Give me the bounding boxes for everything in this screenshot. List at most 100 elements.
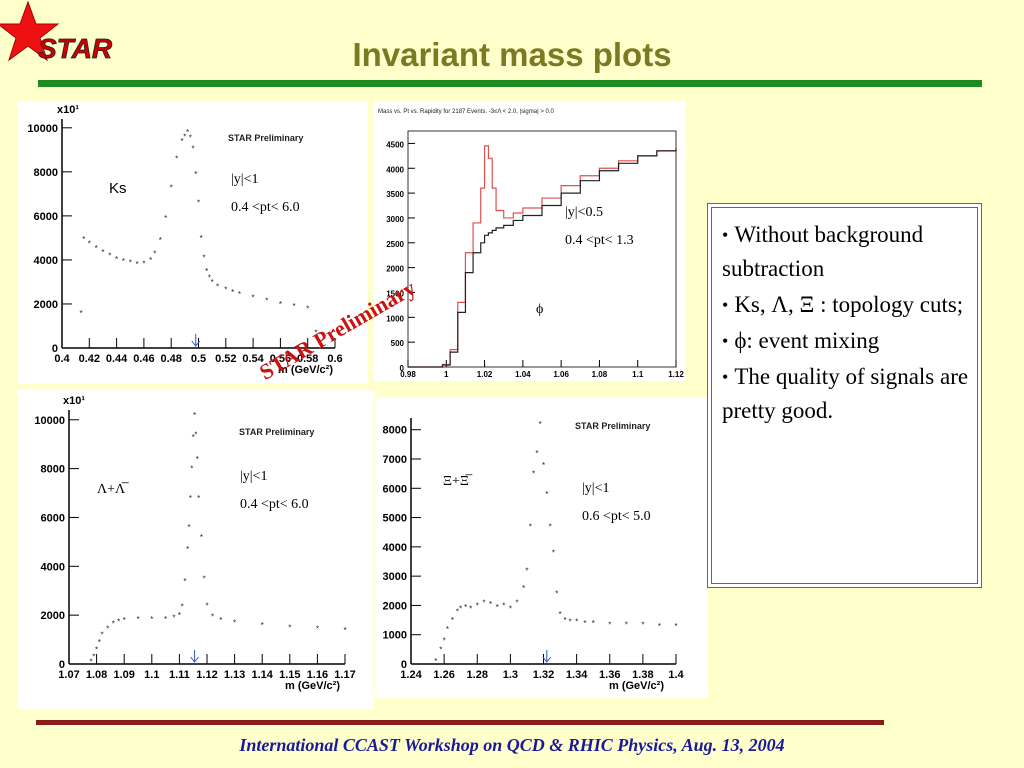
x-tick-label: 1.1 xyxy=(632,370,644,379)
cut-label: |y|<1 xyxy=(231,172,259,187)
data-point: * xyxy=(456,607,459,616)
y-tick-label: 8000 xyxy=(383,425,407,437)
data-point: * xyxy=(559,610,562,619)
data-point: * xyxy=(92,653,95,662)
data-point: * xyxy=(117,617,120,626)
y-tick-label: 7000 xyxy=(383,454,407,466)
x-tick-label: 1.15 xyxy=(279,669,300,681)
data-point: * xyxy=(542,461,545,470)
exponent-label: x10¹ xyxy=(57,104,79,116)
data-point: * xyxy=(150,615,153,624)
y-tick-label: 4000 xyxy=(383,542,407,554)
xi-panel: 0 1000 2000 3000 4000 5000 6000 7000 8000 1.24 1.2… xyxy=(375,398,708,698)
data-point: * xyxy=(343,626,346,635)
data-point: * xyxy=(194,430,197,439)
data-point: * xyxy=(170,183,173,192)
data-point: * xyxy=(674,622,677,631)
y-tick-label: 6000 xyxy=(41,512,65,524)
y-tick-label: 8000 xyxy=(41,464,65,476)
data-point: * xyxy=(123,616,126,625)
data-point: * xyxy=(190,465,193,474)
data-point: * xyxy=(186,128,189,137)
bullet-item: Without background subtraction xyxy=(722,218,969,286)
data-point: * xyxy=(231,288,234,297)
data-point: * xyxy=(306,304,309,313)
x-tick-label: 0.98 xyxy=(400,370,416,379)
data-point: * xyxy=(98,638,101,647)
y-tick-label: 6000 xyxy=(34,211,58,223)
x-tick-label: 1.32 xyxy=(533,669,554,681)
x-tick-label: 0.6 xyxy=(327,353,342,365)
data-point: * xyxy=(197,199,200,208)
data-point: * xyxy=(641,620,644,629)
mass-arrow-icon xyxy=(542,650,552,663)
lambda-chart: 0 2000 4000 6000 8000 10000 1.07 1.08 1.09 1.1 1.1… xyxy=(34,395,355,692)
data-point: * xyxy=(189,494,192,503)
bullet-item: Ks, Λ, Ξ : topology cuts; xyxy=(722,288,969,322)
data-point: * xyxy=(563,616,566,625)
data-point: * xyxy=(314,329,317,338)
x-tick-label: 0.56 xyxy=(270,353,291,365)
y-tick-label: 2500 xyxy=(386,240,404,249)
data-point: * xyxy=(549,522,552,531)
data-point: * xyxy=(80,309,83,318)
data-point: * xyxy=(101,248,104,257)
bullet-box-inner: Without background subtraction Ks, Λ, Ξ … xyxy=(711,207,978,584)
data-point: * xyxy=(552,549,555,558)
x-tick-label: 0.52 xyxy=(215,353,236,365)
x-tick-label: 1.36 xyxy=(599,669,620,681)
particle-label: ϕ xyxy=(536,302,543,317)
data-point: * xyxy=(451,616,454,625)
y-tick-label: 10000 xyxy=(34,415,65,427)
data-point: * xyxy=(224,286,227,295)
data-point: * xyxy=(136,615,139,624)
data-point: * xyxy=(568,618,571,627)
data-point: * xyxy=(288,623,291,632)
data-point: * xyxy=(115,255,118,264)
data-point: * xyxy=(211,612,214,621)
data-point: * xyxy=(469,604,472,613)
x-tick-label: 0.5 xyxy=(191,353,206,365)
data-point: * xyxy=(219,616,222,625)
cut-label: 0.4 <pt< 6.0 xyxy=(240,497,309,512)
data-point: * xyxy=(476,601,479,610)
data-point: * xyxy=(532,470,535,479)
y-tick-label: 1500 xyxy=(386,289,404,298)
data-point: * xyxy=(101,631,104,640)
x-tick-label: 1.14 xyxy=(251,669,273,681)
data-point: * xyxy=(88,239,91,248)
particle-label: Λ+Λ̅ xyxy=(97,482,129,497)
data-point: * xyxy=(316,625,319,634)
data-point: * xyxy=(181,137,184,146)
x-tick-label: 1.28 xyxy=(467,669,488,681)
xi-chart: 0 1000 2000 3000 4000 5000 6000 7000 8000 1.24 1.2… xyxy=(383,418,685,692)
plot-frame xyxy=(407,130,677,368)
y-tick-label: 4000 xyxy=(34,255,58,267)
data-point: * xyxy=(625,620,628,629)
data-point: * xyxy=(203,575,206,584)
x-tick-label: 1.08 xyxy=(86,669,107,681)
x-tick-label: 1.26 xyxy=(433,669,454,681)
x-tick-label: 0.48 xyxy=(160,353,181,365)
x-tick-label: 1 xyxy=(444,370,449,379)
series-line xyxy=(408,148,677,368)
exponent-label: x10¹ xyxy=(63,395,85,407)
data-point: * xyxy=(233,618,236,627)
data-point: * xyxy=(200,533,203,542)
x-tick-label: 0.54 xyxy=(242,353,264,365)
data-point: * xyxy=(164,615,167,624)
lambda-panel: 0 2000 4000 6000 8000 10000 1.07 1.08 1.09 1.1 1.1… xyxy=(17,390,374,710)
x-tick-label: 1.1 xyxy=(144,669,159,681)
x-tick-label: 0.46 xyxy=(133,353,154,365)
bullet-item: ϕ: event mixing xyxy=(722,324,969,358)
data-point: * xyxy=(439,645,442,654)
data-point: * xyxy=(464,603,467,612)
star-logo-text: STAR xyxy=(38,33,113,64)
data-point: * xyxy=(187,523,190,532)
y-tick-label: 2000 xyxy=(41,610,65,622)
data-point: * xyxy=(159,236,162,245)
data-point: * xyxy=(545,490,548,499)
x-tick-label: 1.07 xyxy=(58,669,79,681)
data-point: * xyxy=(522,584,525,593)
data-point: * xyxy=(489,600,492,609)
